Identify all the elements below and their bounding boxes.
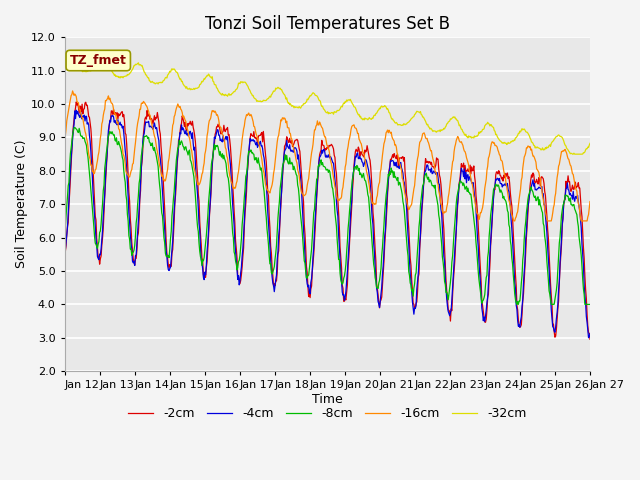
- -8cm: [392, 174, 399, 180]
- -8cm: [513, 301, 521, 307]
- -32cm: [179, 78, 186, 84]
- -16cm: [125, 174, 132, 180]
- -16cm: [407, 203, 415, 208]
- -32cm: [568, 151, 576, 157]
- -2cm: [70, 117, 78, 123]
- -4cm: [61, 251, 68, 257]
- -8cm: [125, 233, 132, 239]
- -2cm: [407, 263, 415, 268]
- -8cm: [586, 301, 594, 307]
- Title: Tonzi Soil Temperatures Set B: Tonzi Soil Temperatures Set B: [205, 15, 450, 33]
- Line: -32cm: -32cm: [65, 51, 590, 154]
- -32cm: [63, 48, 71, 54]
- -2cm: [392, 155, 399, 161]
- Text: TZ_fmet: TZ_fmet: [70, 54, 127, 67]
- -4cm: [392, 163, 399, 169]
- -4cm: [125, 210, 132, 216]
- -8cm: [206, 182, 214, 188]
- Y-axis label: Soil Temperature (C): Soil Temperature (C): [15, 140, 28, 268]
- -8cm: [61, 230, 68, 236]
- -2cm: [125, 190, 132, 195]
- -8cm: [70, 125, 78, 131]
- -32cm: [392, 120, 399, 126]
- -16cm: [179, 109, 186, 115]
- -4cm: [72, 108, 80, 113]
- -16cm: [71, 91, 79, 97]
- -2cm: [179, 113, 186, 119]
- -32cm: [125, 72, 132, 77]
- -4cm: [407, 278, 415, 284]
- -2cm: [206, 204, 214, 210]
- -16cm: [68, 88, 76, 94]
- Legend: -2cm, -4cm, -8cm, -16cm, -32cm: -2cm, -4cm, -8cm, -16cm, -32cm: [123, 402, 531, 425]
- -8cm: [71, 124, 79, 130]
- -2cm: [61, 247, 68, 252]
- Line: -2cm: -2cm: [65, 102, 590, 339]
- -4cm: [70, 121, 78, 127]
- Line: -8cm: -8cm: [65, 127, 590, 304]
- -4cm: [586, 331, 594, 336]
- -2cm: [586, 336, 594, 342]
- -8cm: [407, 282, 415, 288]
- -32cm: [206, 74, 214, 80]
- -16cm: [206, 117, 214, 122]
- -16cm: [510, 218, 518, 224]
- -2cm: [72, 99, 80, 105]
- -8cm: [179, 140, 186, 146]
- -32cm: [61, 51, 68, 57]
- -16cm: [586, 199, 594, 204]
- Line: -4cm: -4cm: [65, 110, 590, 338]
- -4cm: [585, 335, 593, 341]
- X-axis label: Time: Time: [312, 393, 342, 406]
- -32cm: [586, 141, 594, 146]
- -16cm: [61, 140, 68, 145]
- Line: -16cm: -16cm: [65, 91, 590, 221]
- -32cm: [407, 116, 415, 122]
- -4cm: [179, 127, 186, 132]
- -4cm: [206, 201, 214, 207]
- -32cm: [71, 57, 79, 62]
- -16cm: [392, 142, 399, 148]
